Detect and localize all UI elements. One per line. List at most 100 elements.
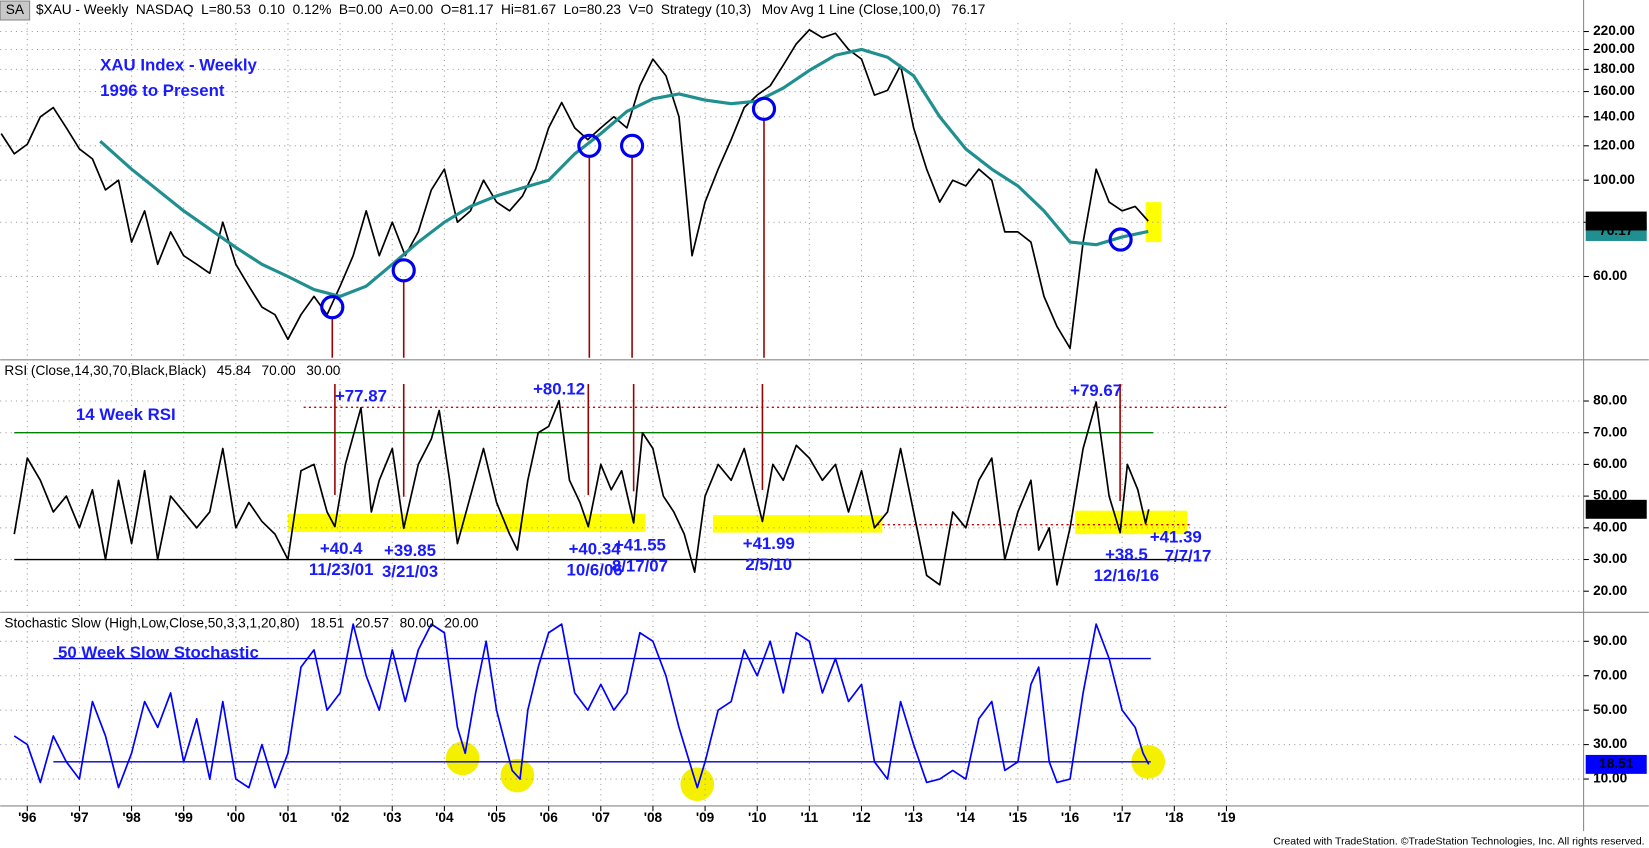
header-value: 45.84 [217,363,252,378]
footer: Created with TradeStation. ©TradeStation… [1273,835,1644,847]
series-line [99,47,1149,298]
indicator-value: 76.17 [951,2,985,17]
annotation: 50 Week Slow Stochastic [58,643,259,662]
x-tick-label: '18 [1165,810,1184,825]
low-label: +38.5 [1105,545,1148,564]
annotation: 14 Week RSI [76,405,176,424]
high-label: +77.87 [335,387,387,406]
y-tick-label: 30.00 [1593,736,1628,751]
low-label: +40.34 [569,539,622,558]
y-tick-label: 10.00 [1593,771,1628,786]
x-tick-label: '13 [904,810,923,825]
y-tick-label: 90.00 [1593,633,1628,648]
low-label: +41.99 [743,534,795,553]
low-date: 8/17/07 [612,557,668,576]
x-tick-label: '19 [1217,810,1236,825]
low-date: 11/23/01 [309,560,374,579]
x-tick-label: '98 [122,810,141,825]
annotation: XAU Index - Weekly [100,56,257,75]
x-tick-label: '11 [801,810,819,825]
y-tick-label: 40.00 [1593,519,1628,534]
highlight-box [712,515,883,533]
y-tick-label: 50.00 [1593,702,1628,717]
y-tick-label: 120.00 [1593,137,1635,152]
signal-circle [577,133,602,158]
y-tick-label: 30.00 [1593,551,1628,566]
x-tick-label: '10 [748,810,767,825]
high-label: +79.67 [1070,381,1122,400]
last-value-label: 45.84 [1599,501,1634,516]
x-tick-label: '01 [279,810,298,825]
x-tick-label: '17 [1113,810,1131,825]
series-line [13,623,1150,789]
header-value: 80.00 [400,616,435,631]
low-date: 3/21/03 [382,562,438,581]
x-tick-label: '16 [1061,810,1080,825]
low-date: 7/7/17 [1165,547,1212,566]
badge-box [0,0,31,21]
panel-title: Stochastic Slow (High,Low,Close,50,3,3,1… [4,616,299,631]
panel-title: RSI (Close,14,30,70,Black,Black) [4,363,206,378]
y-tick-label: 220.00 [1593,23,1635,38]
y-tick-label: 200.00 [1593,41,1635,56]
signal-circle [751,96,777,121]
x-tick-label: '04 [435,810,454,825]
x-tick-label: '96 [18,810,37,825]
signal-circle [391,258,416,283]
y-tick-label: 80.00 [1593,393,1628,408]
low-date: 12/16/16 [1094,566,1160,585]
y-tick-label: 50.00 [1593,488,1628,503]
last-value-box [1585,754,1647,774]
highlight-box [287,513,646,532]
highlight-spot [445,741,480,776]
low-label: +40.4 [320,539,363,558]
header-value: 20.57 [355,616,389,631]
last-value-label: 80.53 [1599,213,1634,228]
annotation: 1996 to Present [100,81,225,100]
header-value: 20.00 [444,616,479,631]
y-tick-label: 70.00 [1593,667,1628,682]
signal-circle [320,295,345,320]
x-tick-label: '14 [957,810,976,825]
y-tick-label: 100.00 [1593,172,1635,187]
low-date: 2/5/10 [745,555,792,574]
y-tick-label: 60.00 [1593,456,1628,471]
low-label: +41.55 [614,535,666,554]
x-tick-label: '02 [331,810,350,825]
y-tick-label: 140.00 [1593,108,1635,123]
signal-circle [1108,227,1133,252]
last-value-label: 18.51 [1599,756,1634,771]
last-value-box [1585,499,1647,519]
x-tick-label: '97 [70,810,88,825]
low-label: +39.85 [384,541,436,560]
high-label: +80.12 [533,380,585,399]
series-line [0,28,1149,350]
y-tick-label: 160.00 [1593,83,1635,98]
low-date: 10/6/06 [567,560,623,579]
x-tick-label: '00 [227,810,246,825]
last-value-box [1585,211,1647,231]
x-tick-label: '15 [1009,810,1028,825]
y-tick-label: 20.00 [1593,583,1628,598]
x-tick-label: '12 [852,810,871,825]
header-value: 30.00 [306,363,341,378]
y-tick-label: 180.00 [1593,61,1635,76]
header-value: 70.00 [262,363,297,378]
series-line [13,399,1150,586]
highlight-box [1145,202,1162,243]
y-tick-label: 60.00 [1593,268,1628,283]
x-tick-label: '07 [592,810,610,825]
x-tick-label: '05 [487,810,506,825]
x-tick-label: '09 [696,810,715,825]
highlight-box [1075,510,1188,535]
x-tick-label: '99 [174,810,193,825]
panel-title: $XAU - Weekly NASDAQ L=80.53 0.10 0.12% … [36,2,751,17]
signal-circle [619,133,645,158]
x-tick-label: '08 [644,810,663,825]
highlight-spot [680,767,715,802]
low-label: +41.39 [1150,528,1202,547]
header-value: 18.51 [310,616,344,631]
x-tick-label: '06 [539,810,558,825]
